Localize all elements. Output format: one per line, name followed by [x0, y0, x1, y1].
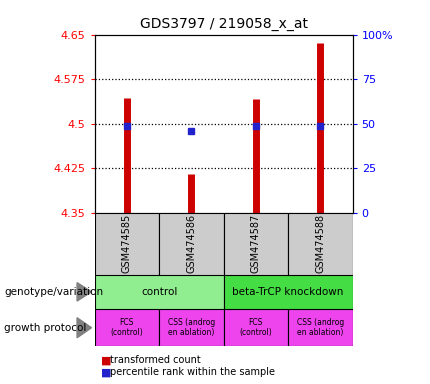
- Text: GSM474585: GSM474585: [122, 214, 132, 273]
- Text: genotype/variation: genotype/variation: [4, 287, 104, 297]
- Text: CSS (androg
en ablation): CSS (androg en ablation): [297, 318, 344, 338]
- Text: GSM474586: GSM474586: [186, 214, 197, 273]
- Text: GSM474587: GSM474587: [251, 214, 261, 273]
- Text: FCS
(control): FCS (control): [111, 318, 143, 338]
- Bar: [95, 213, 159, 275]
- Bar: [159, 213, 224, 275]
- Text: ■: ■: [101, 367, 111, 377]
- Text: growth protocol: growth protocol: [4, 323, 87, 333]
- Text: beta-TrCP knockdown: beta-TrCP knockdown: [232, 287, 344, 297]
- Text: GSM474588: GSM474588: [315, 214, 326, 273]
- Bar: [95, 309, 159, 346]
- Polygon shape: [77, 318, 92, 338]
- Text: FCS
(control): FCS (control): [240, 318, 272, 338]
- Bar: [288, 213, 353, 275]
- Bar: [224, 309, 288, 346]
- Bar: [95, 275, 224, 309]
- Text: percentile rank within the sample: percentile rank within the sample: [110, 367, 275, 377]
- Text: CSS (androg
en ablation): CSS (androg en ablation): [168, 318, 215, 338]
- Bar: [224, 213, 288, 275]
- Bar: [288, 309, 353, 346]
- Text: ■: ■: [101, 355, 111, 365]
- Bar: [224, 275, 353, 309]
- Bar: [159, 309, 224, 346]
- Polygon shape: [77, 283, 92, 301]
- Title: GDS3797 / 219058_x_at: GDS3797 / 219058_x_at: [140, 17, 307, 31]
- Text: control: control: [141, 287, 177, 297]
- Text: transformed count: transformed count: [110, 355, 200, 365]
